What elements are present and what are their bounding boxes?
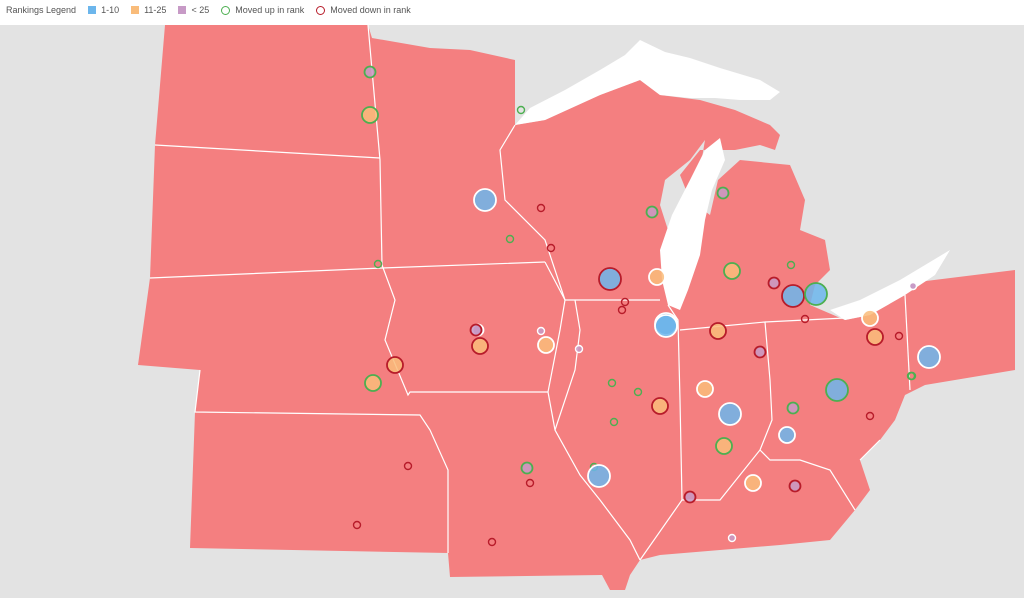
ranking-marker[interactable] — [473, 188, 497, 212]
rankings-legend: Rankings Legend 1-10 11-25 < 25 Moved up… — [6, 0, 411, 20]
ranking-marker[interactable] — [825, 378, 849, 402]
ranking-marker[interactable] — [469, 323, 483, 337]
ranking-marker[interactable] — [908, 281, 918, 291]
legend-label: Moved up in rank — [235, 5, 305, 15]
ranking-marker[interactable] — [866, 328, 884, 346]
ranking-marker[interactable] — [804, 282, 828, 306]
ranking-marker[interactable] — [654, 314, 678, 338]
ranking-marker[interactable] — [645, 205, 659, 219]
ranking-marker[interactable] — [574, 344, 584, 354]
ranking-marker[interactable] — [907, 371, 917, 381]
ranking-marker[interactable] — [536, 326, 546, 336]
ranking-marker[interactable] — [363, 65, 377, 79]
ranking-marker[interactable] — [471, 337, 489, 355]
ranking-marker[interactable] — [865, 411, 875, 421]
legend-label: 1-10 — [101, 5, 120, 15]
ranking-marker[interactable] — [617, 305, 627, 315]
midwest-map[interactable] — [0, 25, 1024, 598]
ranking-marker[interactable] — [536, 203, 546, 213]
ranking-marker[interactable] — [894, 331, 904, 341]
ranking-marker[interactable] — [352, 520, 362, 530]
lake-erie — [830, 250, 950, 320]
ranking-marker[interactable] — [709, 322, 727, 340]
legend-ring-down-icon — [316, 5, 326, 15]
ranking-marker[interactable] — [598, 267, 622, 291]
ranking-marker[interactable] — [718, 402, 742, 426]
ranking-marker[interactable] — [633, 387, 643, 397]
legend-label: 11-25 — [144, 5, 167, 15]
ranking-marker[interactable] — [696, 380, 714, 398]
ranking-marker[interactable] — [786, 260, 796, 270]
ranking-marker[interactable] — [487, 537, 497, 547]
legend-item-under-25[interactable]: < 25 — [178, 5, 209, 15]
ranking-marker[interactable] — [683, 490, 697, 504]
ranking-marker[interactable] — [753, 345, 767, 359]
ranking-marker[interactable] — [651, 397, 669, 415]
ranking-marker[interactable] — [861, 309, 879, 327]
lake-michigan — [660, 138, 725, 310]
legend-label: Moved down in rank — [330, 5, 411, 15]
ranking-marker[interactable] — [607, 378, 617, 388]
ranking-marker[interactable] — [520, 461, 534, 475]
ranking-marker[interactable] — [609, 417, 619, 427]
legend-item-1-10[interactable]: 1-10 — [88, 5, 119, 15]
ranking-marker[interactable] — [781, 284, 805, 308]
ranking-marker[interactable] — [361, 106, 379, 124]
ranking-marker[interactable] — [537, 336, 555, 354]
ranking-marker[interactable] — [516, 105, 526, 115]
ranking-marker[interactable] — [788, 479, 802, 493]
ranking-marker[interactable] — [778, 426, 796, 444]
ranking-marker[interactable] — [587, 464, 611, 488]
ranking-marker[interactable] — [648, 268, 666, 286]
ranking-marker[interactable] — [715, 437, 733, 455]
legend-swatch-under-25 — [178, 6, 187, 14]
ranking-marker[interactable] — [917, 345, 941, 369]
legend-item-moved-down[interactable]: Moved down in rank — [316, 5, 411, 15]
ranking-marker[interactable] — [386, 356, 404, 374]
lake-superior — [515, 40, 780, 125]
ranking-marker[interactable] — [620, 297, 630, 307]
legend-label: < 25 — [191, 5, 210, 15]
ranking-marker[interactable] — [727, 533, 737, 543]
ranking-marker[interactable] — [723, 262, 741, 280]
ranking-marker[interactable] — [364, 374, 382, 392]
legend-swatch-11-25 — [131, 6, 140, 14]
ranking-marker[interactable] — [716, 186, 730, 200]
ranking-marker[interactable] — [800, 314, 810, 324]
ranking-marker[interactable] — [373, 259, 383, 269]
ranking-marker[interactable] — [525, 478, 535, 488]
ranking-marker[interactable] — [786, 401, 800, 415]
legend-item-moved-up[interactable]: Moved up in rank — [221, 5, 304, 15]
ranking-markers — [352, 65, 941, 547]
legend-swatch-1-10 — [88, 6, 97, 14]
ranking-marker[interactable] — [767, 276, 781, 290]
ranking-marker[interactable] — [505, 234, 515, 244]
legend-title: Rankings Legend — [6, 5, 77, 15]
ranking-marker[interactable] — [403, 461, 413, 471]
ranking-marker[interactable] — [744, 474, 762, 492]
ranking-marker[interactable] — [546, 243, 556, 253]
legend-item-11-25[interactable]: 11-25 — [131, 5, 166, 15]
legend-ring-up-icon — [221, 5, 231, 15]
